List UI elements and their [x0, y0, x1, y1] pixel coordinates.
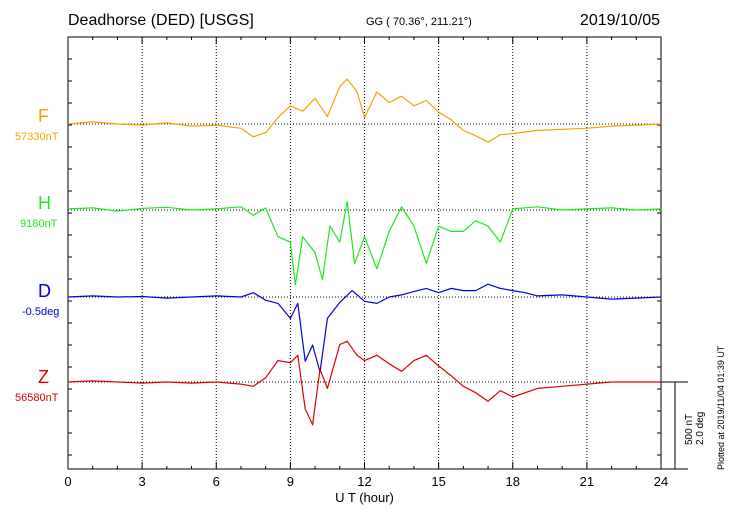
coordinates-label: GG ( 70.36°, 211.21°) [366, 16, 472, 28]
date-label: 2019/10/05 [579, 12, 660, 29]
series-line-f [67, 78, 662, 143]
x-tick-label: 15 [431, 474, 445, 489]
series-line-z [67, 340, 661, 426]
x-tick-label: 12 [357, 474, 371, 489]
plotted-at-note: Plotted at 2019/11/04 01:39 UT [716, 345, 726, 470]
series-baseline-f: 57330nT [15, 131, 59, 143]
series-label-d: D [38, 281, 51, 301]
x-tick-label: 9 [287, 474, 294, 489]
scale-deg: 2.0 deg [695, 411, 706, 445]
series-baseline-z: 56580nT [15, 392, 59, 404]
x-tick-label: 24 [654, 474, 668, 489]
scale-legend: 500 nT 2.0 deg [684, 412, 706, 445]
series-line-h [67, 200, 662, 286]
series-label-z: Z [38, 367, 49, 387]
x-tick-label: 3 [139, 474, 146, 489]
scale-nt: 500 nT [684, 413, 695, 445]
x-axis-label: U T (hour) [335, 490, 394, 505]
x-tick-label: 0 [64, 474, 71, 489]
series-baseline-h: 9180nT [20, 218, 58, 230]
x-tick-label: 18 [506, 474, 520, 489]
series-label-h: H [38, 193, 51, 213]
x-tick-label: 6 [213, 474, 220, 489]
series-baseline-d: -0.5deg [22, 306, 60, 318]
series-label-f: F [38, 106, 49, 126]
series-line-d [67, 283, 662, 373]
x-tick-label: 21 [580, 474, 594, 489]
station-title: Deadhorse (DED) [USGS] [68, 12, 254, 29]
